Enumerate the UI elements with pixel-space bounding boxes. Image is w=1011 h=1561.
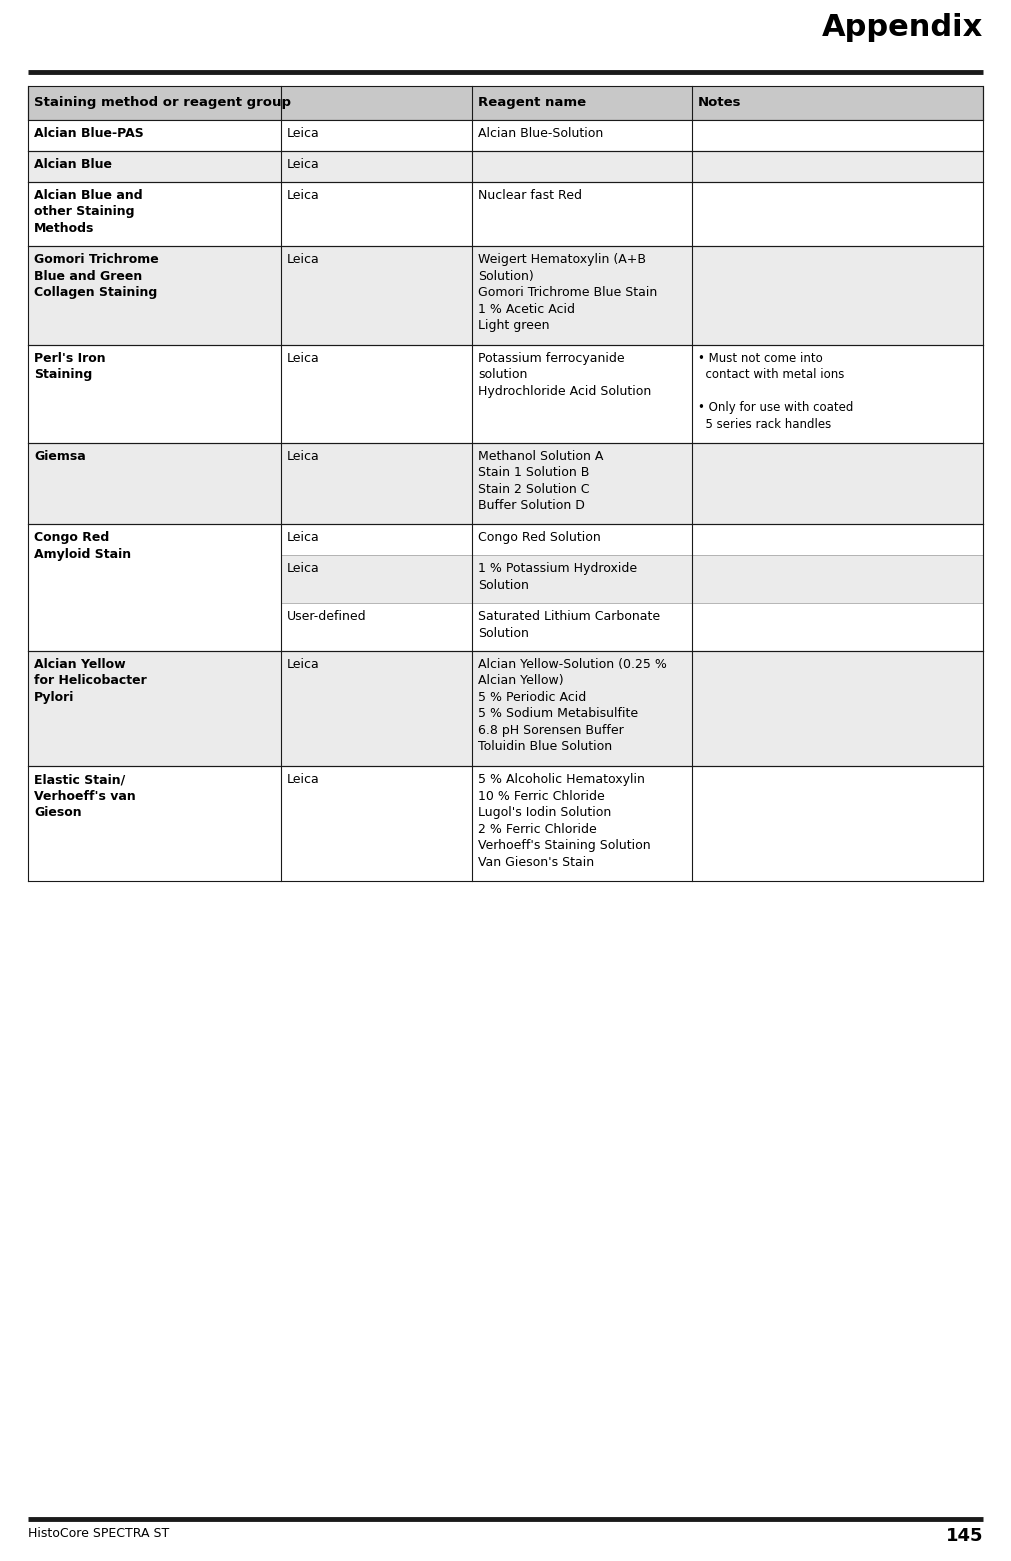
- Text: Perl's Iron
Staining: Perl's Iron Staining: [34, 351, 105, 381]
- Bar: [472, 603, 692, 651]
- Bar: [28, 345, 281, 443]
- Text: Alcian Blue-PAS: Alcian Blue-PAS: [34, 126, 144, 140]
- Text: Potassium ferrocyanide
solution
Hydrochloride Acid Solution: Potassium ferrocyanide solution Hydrochl…: [478, 351, 651, 398]
- Bar: [281, 556, 472, 603]
- Text: 1 % Potassium Hydroxide
Solution: 1 % Potassium Hydroxide Solution: [478, 562, 637, 592]
- Bar: [472, 247, 692, 345]
- Text: Reagent name: Reagent name: [478, 97, 586, 109]
- Text: Methanol Solution A
Stain 1 Solution B
Stain 2 Solution C
Buffer Solution D: Methanol Solution A Stain 1 Solution B S…: [478, 450, 604, 512]
- Bar: [281, 651, 472, 766]
- Bar: [281, 120, 472, 151]
- Text: Gomori Trichrome
Blue and Green
Collagen Staining: Gomori Trichrome Blue and Green Collagen…: [34, 253, 159, 300]
- Text: Leica: Leica: [287, 158, 319, 170]
- Text: User-defined: User-defined: [287, 610, 367, 623]
- Text: • Must not come into
  contact with metal ions

• Only for use with coated
  5 s: • Must not come into contact with metal …: [698, 351, 853, 431]
- Text: Notes: Notes: [698, 97, 741, 109]
- Bar: [472, 766, 692, 882]
- Bar: [28, 766, 281, 882]
- Bar: [281, 603, 472, 651]
- Bar: [472, 443, 692, 524]
- Text: Leica: Leica: [287, 562, 319, 576]
- Bar: [28, 86, 983, 120]
- Bar: [692, 556, 983, 603]
- Bar: [28, 247, 281, 345]
- Text: Staining method or reagent group: Staining method or reagent group: [34, 97, 291, 109]
- Text: Leica: Leica: [287, 773, 319, 787]
- Bar: [472, 345, 692, 443]
- Text: 5 % Alcoholic Hematoxylin
10 % Ferric Chloride
Lugol's Iodin Solution
2 % Ferric: 5 % Alcoholic Hematoxylin 10 % Ferric Ch…: [478, 773, 651, 868]
- Bar: [692, 120, 983, 151]
- Bar: [472, 556, 692, 603]
- Bar: [692, 524, 983, 556]
- Text: HistoCore SPECTRA ST: HistoCore SPECTRA ST: [28, 1527, 169, 1541]
- Bar: [28, 151, 281, 181]
- Text: Nuclear fast Red: Nuclear fast Red: [478, 189, 582, 201]
- Bar: [281, 766, 472, 882]
- Bar: [281, 247, 472, 345]
- Bar: [28, 120, 281, 151]
- Text: Congo Red Solution: Congo Red Solution: [478, 531, 601, 545]
- Text: Leica: Leica: [287, 189, 319, 201]
- Bar: [472, 524, 692, 556]
- Text: Leica: Leica: [287, 450, 319, 464]
- Text: Alcian Blue: Alcian Blue: [34, 158, 112, 170]
- Bar: [692, 766, 983, 882]
- Text: Weigert Hematoxylin (A+B
Solution)
Gomori Trichrome Blue Stain
1 % Acetic Acid
L: Weigert Hematoxylin (A+B Solution) Gomor…: [478, 253, 657, 332]
- Bar: [692, 181, 983, 247]
- Text: 145: 145: [945, 1527, 983, 1545]
- Bar: [28, 181, 281, 247]
- Bar: [281, 181, 472, 247]
- Bar: [692, 247, 983, 345]
- Bar: [28, 651, 281, 766]
- Bar: [472, 151, 692, 181]
- Text: Leica: Leica: [287, 253, 319, 267]
- Text: Congo Red
Amyloid Stain: Congo Red Amyloid Stain: [34, 531, 131, 560]
- Bar: [472, 181, 692, 247]
- Text: Leica: Leica: [287, 531, 319, 545]
- Bar: [692, 651, 983, 766]
- Bar: [281, 151, 472, 181]
- Bar: [692, 151, 983, 181]
- Bar: [692, 603, 983, 651]
- Text: Saturated Lithium Carbonate
Solution: Saturated Lithium Carbonate Solution: [478, 610, 660, 640]
- Bar: [281, 443, 472, 524]
- Bar: [472, 651, 692, 766]
- Text: Alcian Yellow
for Helicobacter
Pylori: Alcian Yellow for Helicobacter Pylori: [34, 657, 147, 704]
- Text: Leica: Leica: [287, 126, 319, 140]
- Text: Alcian Blue and
other Staining
Methods: Alcian Blue and other Staining Methods: [34, 189, 143, 234]
- Text: Alcian Blue-Solution: Alcian Blue-Solution: [478, 126, 604, 140]
- Text: Appendix: Appendix: [822, 12, 983, 42]
- Bar: [281, 345, 472, 443]
- Bar: [28, 524, 281, 651]
- Bar: [472, 120, 692, 151]
- Bar: [281, 524, 472, 556]
- Text: Leica: Leica: [287, 657, 319, 671]
- Text: Alcian Yellow-Solution (0.25 %
Alcian Yellow)
5 % Periodic Acid
5 % Sodium Metab: Alcian Yellow-Solution (0.25 % Alcian Ye…: [478, 657, 667, 754]
- Bar: [28, 443, 281, 524]
- Bar: [692, 345, 983, 443]
- Text: Elastic Stain/
Verhoeff's van
Gieson: Elastic Stain/ Verhoeff's van Gieson: [34, 773, 135, 820]
- Bar: [692, 443, 983, 524]
- Text: Leica: Leica: [287, 351, 319, 365]
- Text: Giemsa: Giemsa: [34, 450, 86, 464]
